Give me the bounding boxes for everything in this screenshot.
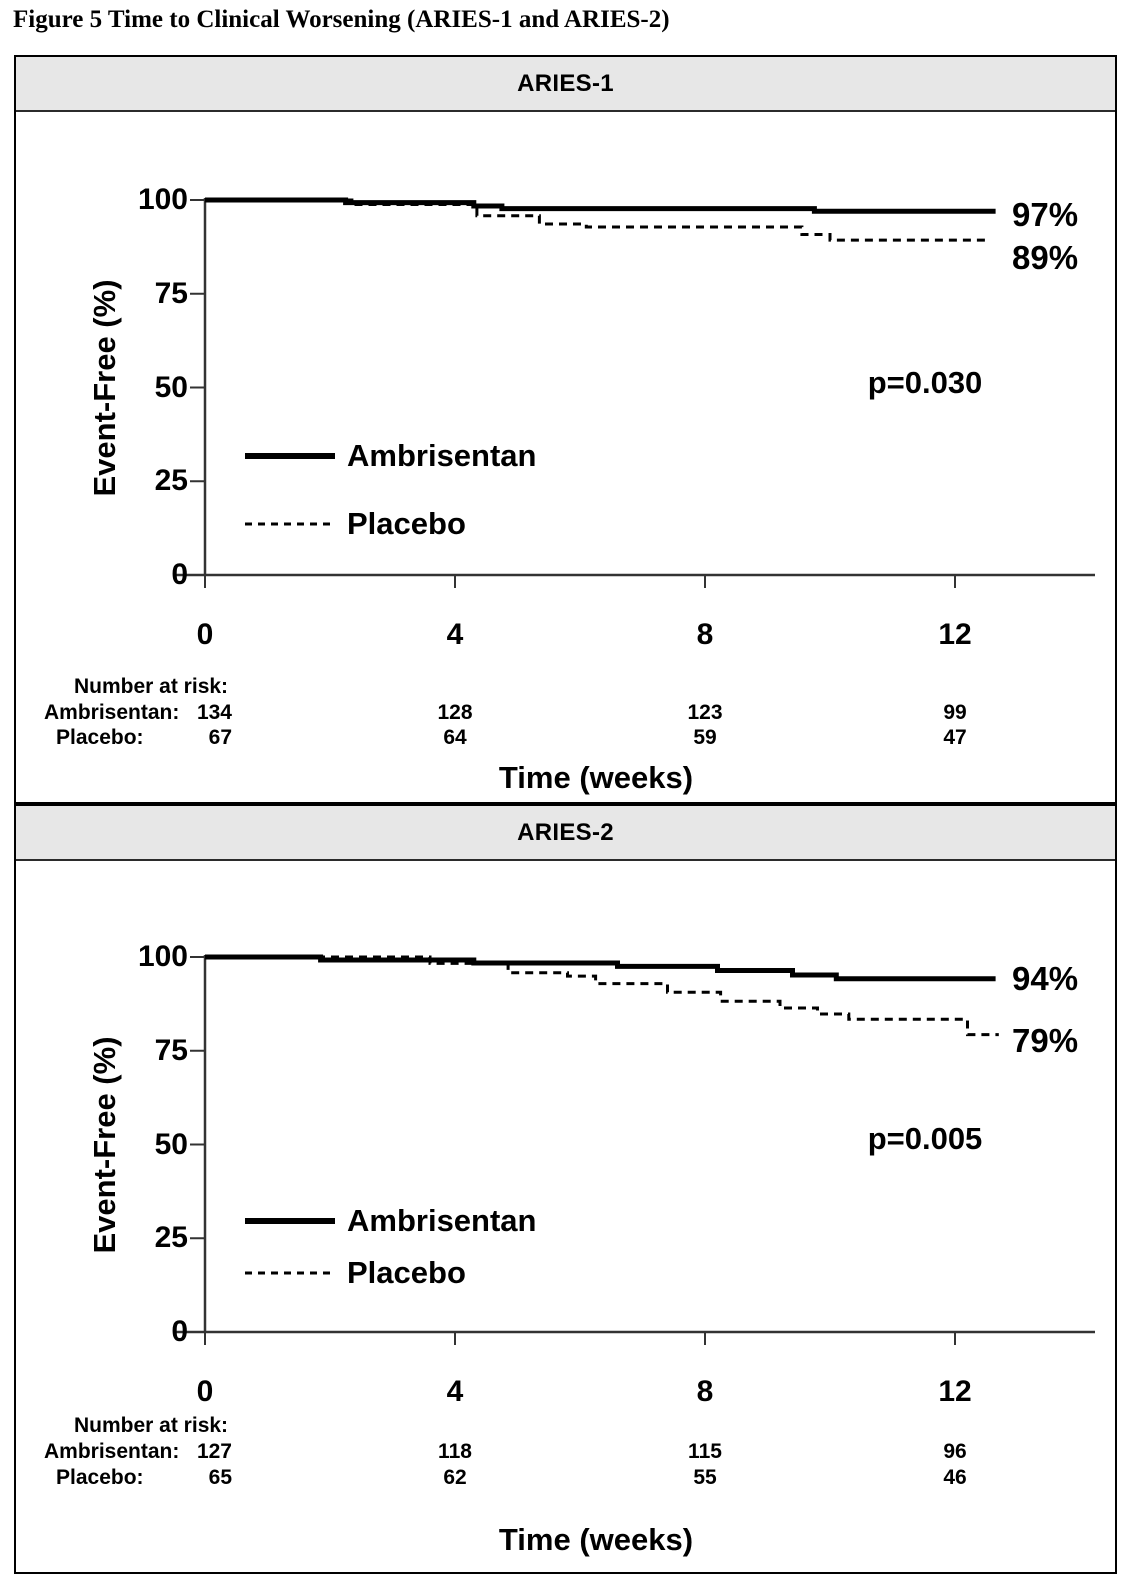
at-risk-value: 59: [693, 726, 717, 749]
y-tick-label: 25: [154, 1221, 188, 1255]
legend-placebo-label: Placebo: [347, 1255, 466, 1290]
at-risk-value: 128: [437, 701, 473, 724]
at-risk-value: 123: [687, 701, 723, 724]
y-tick-label: 75: [154, 1033, 188, 1067]
at-risk-value: 118: [438, 1440, 472, 1463]
at-risk-value: 46: [943, 1466, 967, 1489]
panel-title: ARIES-2: [16, 806, 1115, 861]
number-at-risk-title: Number at risk:: [74, 1414, 229, 1437]
legend-placebo-label: Placebo: [347, 506, 466, 541]
at-risk-value: 99: [943, 701, 967, 724]
x-tick-label: 8: [696, 1375, 714, 1408]
aries-1-panel: ARIES-1 Event-Free (%) p=0.030 97% 89% A…: [14, 55, 1117, 804]
x-axis-title: Time (weeks): [498, 1522, 694, 1557]
x-tick-label: 12: [938, 1375, 972, 1408]
y-tick-label: 75: [154, 276, 188, 310]
y-tick-label: 0: [171, 1315, 188, 1348]
aries-2-panel: ARIES-2 Event-Free (%) p=0.005 94% 79% A…: [14, 804, 1117, 1574]
ambrisentan-end-label: 94%: [1012, 960, 1079, 997]
at-risk-placebo-label: Placebo:: [56, 726, 144, 749]
at-risk-ambrisentan-label: Ambrisentan:: [44, 1440, 180, 1463]
placebo-end-label: 89%: [1012, 239, 1079, 276]
placebo-end-label: 79%: [1012, 1022, 1079, 1059]
at-risk-value: 134: [196, 701, 232, 724]
x-tick-label: 0: [196, 1375, 214, 1408]
x-tick-label: 12: [938, 618, 972, 651]
at-risk-value: 65: [208, 1466, 232, 1489]
km-plot-aries-1: Event-Free (%) p=0.030 97% 89% Ambrisent…: [16, 112, 1115, 802]
legend-ambrisentan-label: Ambrisentan: [347, 1203, 537, 1238]
x-axis-title: Time (weeks): [498, 760, 694, 795]
at-risk-value: 62: [443, 1466, 467, 1489]
at-risk-placebo-label: Placebo:: [56, 1466, 144, 1489]
y-tick-label: 50: [154, 370, 188, 404]
placebo-curve: [205, 955, 999, 1037]
at-risk-value: 55: [693, 1466, 717, 1489]
at-risk-value: 96: [943, 1440, 967, 1463]
at-risk-value: 127: [196, 1440, 232, 1463]
x-tick-label: 4: [446, 1375, 464, 1408]
y-tick-label: 100: [137, 940, 188, 973]
y-tick-label: 100: [137, 183, 188, 216]
at-risk-value: 115: [688, 1440, 722, 1463]
y-tick-label: 25: [154, 464, 188, 498]
placebo-curve: [205, 198, 990, 242]
y-tick-label: 0: [171, 558, 188, 591]
number-at-risk-title: Number at risk:: [74, 675, 229, 698]
x-tick-label: 8: [696, 618, 714, 651]
at-risk-value: 67: [208, 726, 232, 749]
p-value-label: p=0.005: [867, 1121, 983, 1156]
at-risk-value: 47: [943, 726, 967, 749]
y-tick-label: 50: [154, 1127, 188, 1161]
ambrisentan-curve: [205, 197, 996, 214]
at-risk-ambrisentan-label: Ambrisentan:: [44, 701, 180, 724]
km-chart-svg: [175, 197, 1095, 588]
x-tick-label: 0: [196, 618, 214, 651]
p-value-label: p=0.030: [867, 365, 983, 400]
km-plot-aries-2: Event-Free (%) p=0.005 94% 79% Ambrisent…: [16, 861, 1115, 1572]
at-risk-value: 64: [443, 726, 467, 749]
legend-ambrisentan-label: Ambrisentan: [347, 438, 537, 473]
figure-title: Figure 5 Time to Clinical Worsening (ARI…: [13, 6, 670, 33]
x-tick-label: 4: [446, 618, 464, 651]
ambrisentan-end-label: 97%: [1012, 196, 1079, 233]
km-chart-svg: [175, 954, 1095, 1345]
ambrisentan-curve: [205, 954, 996, 982]
panel-title: ARIES-1: [16, 57, 1115, 112]
